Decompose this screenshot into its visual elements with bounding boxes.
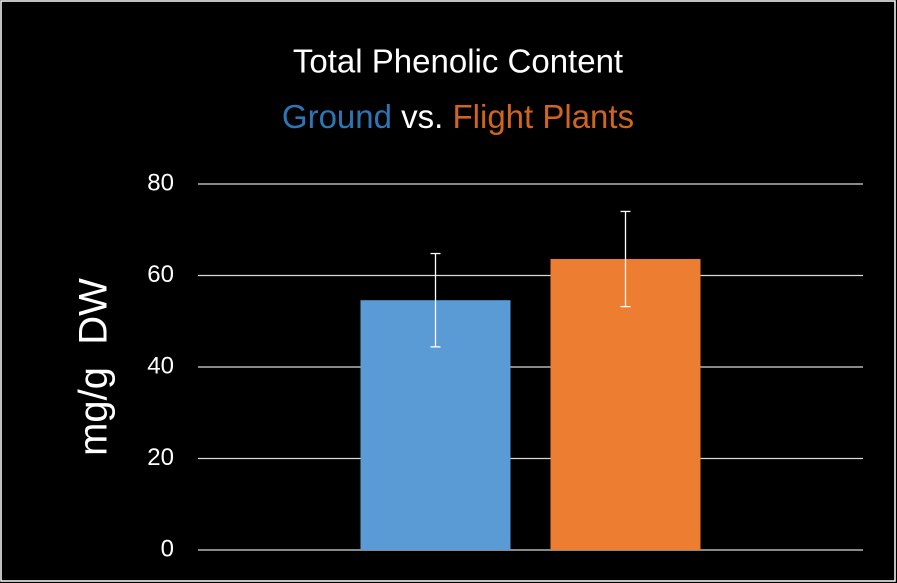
y-tick-label: 80 (147, 169, 174, 196)
y-tick-label: 40 (147, 352, 174, 379)
bar (550, 259, 701, 550)
subtitle-ground: Ground (282, 98, 392, 135)
y-tick-label: 60 (147, 261, 174, 288)
chart-title: Total Phenolic Content (293, 43, 623, 80)
subtitle-connector: vs. (401, 98, 443, 135)
y-tick-label: 20 (147, 444, 174, 471)
y-tick-label: 0 (161, 535, 174, 562)
chart-subtitle: Ground vs. Flight Plants (282, 98, 634, 135)
y-axis-label: mg/g DW (72, 278, 116, 456)
subtitle-flight: Flight Plants (453, 98, 635, 135)
